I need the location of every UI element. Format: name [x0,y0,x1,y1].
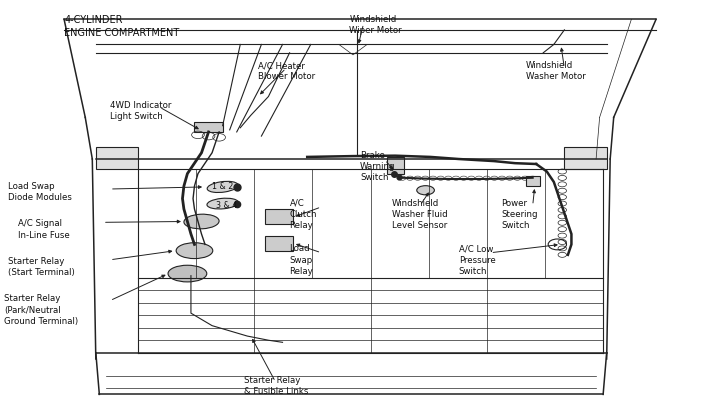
Text: Power
Steering
Switch: Power Steering Switch [501,199,537,230]
Ellipse shape [168,265,207,282]
Text: Brake
Warning
Switch: Brake Warning Switch [360,150,395,182]
Text: A/C Signal
In-Line Fuse: A/C Signal In-Line Fuse [18,219,70,240]
Bar [265,236,293,251]
Bar [387,157,405,173]
Text: Windshield
Wiper Motor: Windshield Wiper Motor [349,15,402,36]
Bar [564,146,606,169]
Bar [265,209,293,224]
Bar [194,122,222,132]
Ellipse shape [207,198,239,209]
Text: Starter Relay
(Start Terminal): Starter Relay (Start Terminal) [8,257,75,277]
Ellipse shape [417,186,434,195]
Ellipse shape [176,243,213,259]
Bar [96,146,138,169]
Text: 4-CYLINDER
ENGINE COMPARTMENT: 4-CYLINDER ENGINE COMPARTMENT [64,15,179,38]
Text: 4WD Indicator
Light Switch: 4WD Indicator Light Switch [110,101,172,121]
Text: A/C
Clutch
Relay: A/C Clutch Relay [289,199,317,230]
Text: Windshield
Washer Motor: Windshield Washer Motor [526,61,585,81]
Text: Windshield
Washer Fluid
Level Sensor: Windshield Washer Fluid Level Sensor [392,199,448,230]
Text: A/C Heater
Blower Motor: A/C Heater Blower Motor [258,61,315,81]
Text: Load Swap
Diode Modules: Load Swap Diode Modules [8,182,71,202]
Text: 1 & 2: 1 & 2 [212,182,234,191]
Text: Starter Relay
& Fusible Links: Starter Relay & Fusible Links [244,376,308,396]
Text: 3 & 4: 3 & 4 [215,201,237,210]
Text: Starter Relay
(Park/Neutral
Ground Terminal): Starter Relay (Park/Neutral Ground Termi… [4,294,78,326]
Text: A/C Low
Pressure
Switch: A/C Low Pressure Switch [459,245,496,275]
Ellipse shape [207,181,238,193]
Bar [526,176,539,186]
Ellipse shape [184,214,219,229]
Text: Load
Swap
Relay: Load Swap Relay [289,245,313,275]
